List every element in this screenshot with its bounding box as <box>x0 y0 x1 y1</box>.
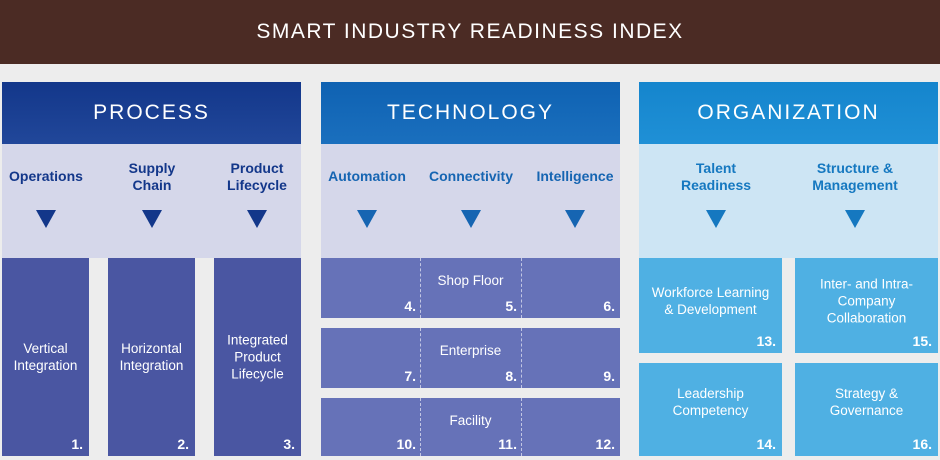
dimension-cell: Inter- and Intra- Company Collaboration 1… <box>795 258 938 353</box>
dimension-cell: Workforce Learning & Development 13. <box>639 258 782 353</box>
row-label: Enterprise <box>439 343 502 358</box>
cell-number: 4. <box>404 298 416 314</box>
cell-label: Workforce Learning & Development <box>651 284 770 317</box>
process-header: PROCESS <box>2 82 301 144</box>
sub-label: Connectivity <box>428 168 514 184</box>
dimension-cell: Integrated Product Lifecycle 3. <box>214 258 301 456</box>
organization-header: ORGANIZATION <box>639 82 938 144</box>
cell-number: 13. <box>756 333 776 349</box>
cell-label: Leadership Competency <box>672 386 749 419</box>
page-title: SMART INDUSTRY READINESS INDEX <box>0 0 940 64</box>
cell-number: 7. <box>404 368 416 384</box>
divider <box>420 258 421 318</box>
cell-label: Vertical Integration <box>13 341 78 373</box>
row-label: Shop Floor <box>437 273 504 288</box>
sub-label: Talent Readiness <box>680 160 752 193</box>
cell-label: Integrated Product Lifecycle <box>227 332 288 382</box>
cell-number: 11. <box>498 436 517 452</box>
arrow-down-icon <box>142 210 162 228</box>
cell-label: Inter- and Intra- Company Collaboration <box>819 276 914 326</box>
cell-number: 12. <box>595 436 615 452</box>
arrow-down-icon <box>565 210 585 228</box>
dimension-cell: Horizontal Integration 2. <box>108 258 195 456</box>
sub-label: Intelligence <box>536 168 614 184</box>
cell-label: Horizontal Integration <box>119 341 184 373</box>
arrow-down-icon <box>706 210 726 228</box>
arrow-down-icon <box>247 210 267 228</box>
divider <box>521 258 522 318</box>
cell-label: Strategy & Governance <box>829 386 904 419</box>
sub-label: Structure & Management <box>812 160 898 193</box>
sub-label: Operations <box>9 168 83 184</box>
sub-label: Automation <box>328 168 406 184</box>
arrow-down-icon <box>36 210 56 228</box>
organization-subheader: Talent Readiness Structure & Management <box>639 144 938 258</box>
cell-number: 5. <box>505 298 517 314</box>
dimension-cell: Strategy & Governance 16. <box>795 363 938 456</box>
arrow-down-icon <box>461 210 481 228</box>
sub-label: Supply Chain <box>128 160 176 193</box>
cell-number: 14. <box>756 436 776 452</box>
technology-row: Shop Floor 4. 5. 6. <box>321 258 620 318</box>
cell-number: 15. <box>912 333 932 349</box>
divider <box>521 328 522 388</box>
cell-number: 3. <box>283 436 295 452</box>
arrow-down-icon <box>357 210 377 228</box>
cell-number: 2. <box>177 436 189 452</box>
sub-label: Product Lifecycle <box>227 160 287 193</box>
divider <box>521 398 522 456</box>
cell-number: 10. <box>396 436 416 452</box>
cell-number: 1. <box>71 436 83 452</box>
row-label: Facility <box>449 413 492 428</box>
technology-header: TECHNOLOGY <box>321 82 620 144</box>
arrow-down-icon <box>845 210 865 228</box>
divider <box>420 398 421 456</box>
cell-number: 16. <box>912 436 932 452</box>
divider <box>420 328 421 388</box>
cell-number: 9. <box>603 368 615 384</box>
dimension-cell: Vertical Integration 1. <box>2 258 89 456</box>
cell-number: 8. <box>505 368 517 384</box>
dimension-cell: Leadership Competency 14. <box>639 363 782 456</box>
technology-row: Enterprise 7. 8. 9. <box>321 328 620 388</box>
cell-number: 6. <box>603 298 615 314</box>
technology-subheader: Automation Connectivity Intelligence <box>321 144 620 258</box>
process-subheader: Operations Supply Chain Product Lifecycl… <box>2 144 301 258</box>
technology-row: Facility 10. 11. 12. <box>321 398 620 456</box>
